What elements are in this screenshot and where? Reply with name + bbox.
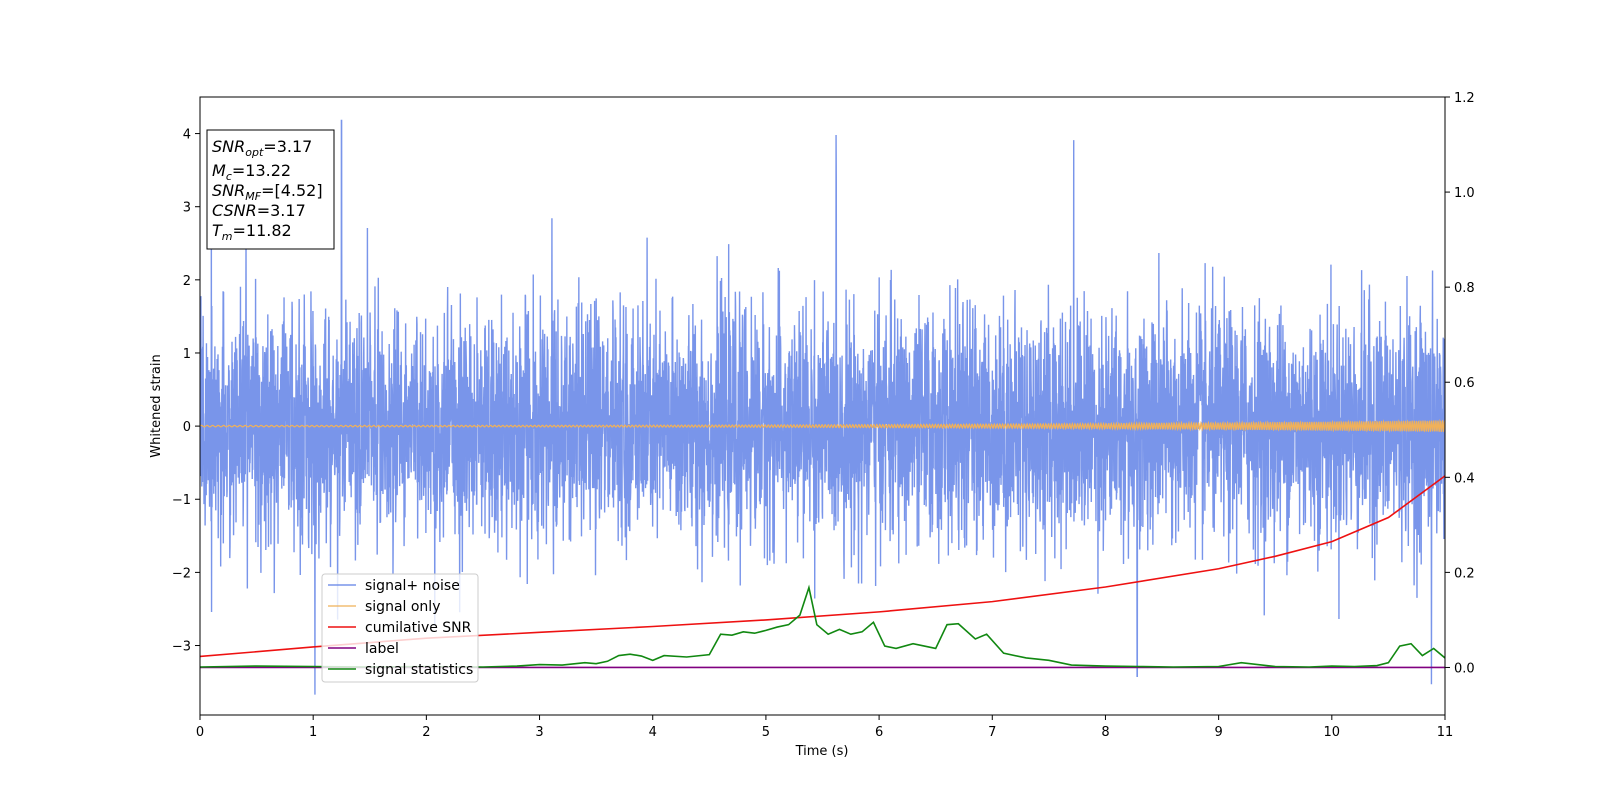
annotation-line: CSNR=3.17 xyxy=(212,201,306,220)
x-tick-label: 10 xyxy=(1324,725,1341,740)
annotation-frame xyxy=(206,129,335,250)
y-left-tick-label: −2 xyxy=(172,566,191,581)
y-right-tick-label: 0.0 xyxy=(1454,661,1475,676)
x-tick-label: 0 xyxy=(196,725,204,740)
annotation-line: SNRopt=3.17 xyxy=(212,137,312,159)
legend-label-cumilative-snr: cumilative SNR xyxy=(365,620,472,636)
legend-label-signal-statistics: signal statistics xyxy=(365,662,473,678)
x-axis-label: Time (s) xyxy=(795,744,849,759)
axes-frame xyxy=(199,96,1446,716)
x-tick-label: 4 xyxy=(649,725,657,740)
y-axis-left: −3 −2 −1 0 1 2 3 4 xyxy=(172,128,200,655)
series-signal-noise-line xyxy=(200,119,1445,695)
legend-frame xyxy=(321,573,479,683)
x-tick-label: 6 xyxy=(875,725,883,740)
x-tick-label: 11 xyxy=(1437,725,1454,740)
x-tick-label: 1 xyxy=(309,725,317,740)
x-tick-label: 8 xyxy=(1101,725,1109,740)
y-left-tick-label: 3 xyxy=(183,201,191,216)
annotation-box: SNRopt=3.17Mc=13.22SNRMF=[4.52]CSNR=3.17… xyxy=(206,129,335,250)
y-left-tick-label: −1 xyxy=(172,493,191,508)
annotation-line: Tm=11.82 xyxy=(212,221,292,243)
x-tick-label: 9 xyxy=(1214,725,1222,740)
x-tick-label: 7 xyxy=(988,725,996,740)
series-signal-statistics-line xyxy=(200,584,1445,668)
x-tick-label: 5 xyxy=(762,725,770,740)
x-axis: 0 1 2 3 4 5 6 7 8 9 10 11 xyxy=(196,715,1453,740)
y-left-tick-label: 2 xyxy=(183,274,191,289)
y-right-tick-label: 0.4 xyxy=(1454,471,1475,486)
y-left-tick-label: −3 xyxy=(172,640,191,655)
y-left-tick-label: 0 xyxy=(183,420,191,435)
series-signal-only-line xyxy=(200,418,1445,434)
x-tick-label: 3 xyxy=(535,725,543,740)
y-axis-label: Whitened strain xyxy=(149,354,164,457)
legend-label-signal-noise: signal+ noise xyxy=(365,578,460,594)
annotation-line: SNRMF=[4.52] xyxy=(212,181,323,203)
y-left-tick-label: 4 xyxy=(183,128,191,143)
legend: signal+ noise signal only cumilative SNR la… xyxy=(321,573,479,683)
legend-label-signal-only: signal only xyxy=(365,599,440,615)
y-right-tick-label: 1.0 xyxy=(1454,186,1475,201)
legend-label-label: label xyxy=(365,641,399,657)
x-tick-label: 2 xyxy=(422,725,430,740)
y-right-tick-label: 0.2 xyxy=(1454,566,1475,581)
y-right-tick-label: 0.8 xyxy=(1454,281,1475,296)
y-right-tick-label: 1.2 xyxy=(1454,91,1475,106)
y-right-tick-label: 0.6 xyxy=(1454,376,1475,391)
y-axis-right: 0.0 0.2 0.4 0.6 0.8 1.0 1.2 xyxy=(1445,91,1475,676)
y-left-tick-label: 1 xyxy=(183,347,191,362)
annotation-line: Mc=13.22 xyxy=(212,161,291,183)
